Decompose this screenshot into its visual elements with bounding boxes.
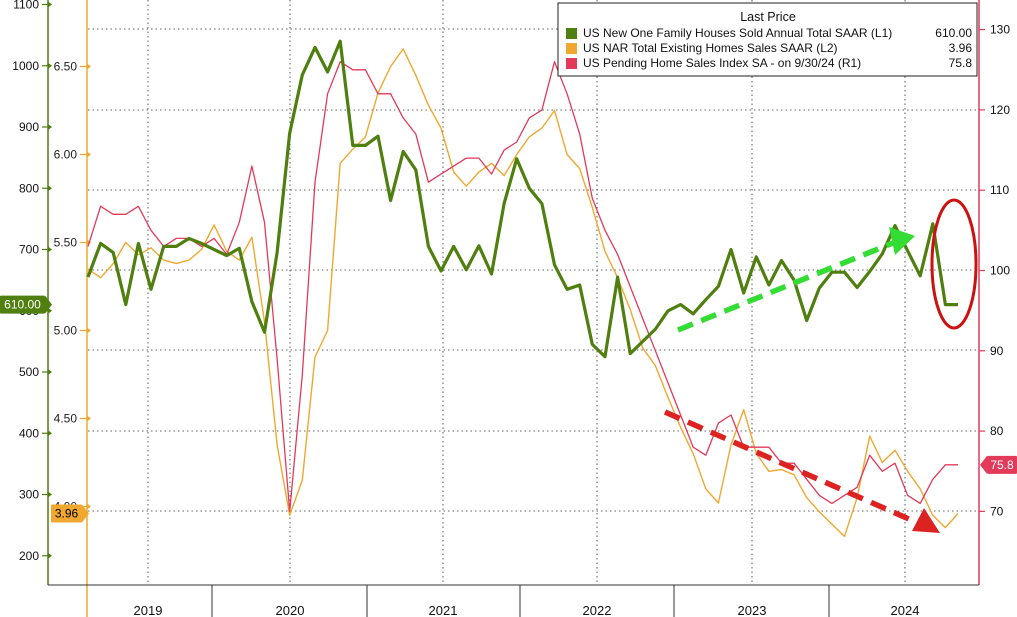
l1-tick-label: 300: [19, 488, 39, 502]
gridlines: [88, 0, 978, 585]
last-value-badges: 610.00 3.96 75.8: [0, 295, 1017, 523]
l2-tick-arrow: [87, 503, 91, 510]
year-label: 2024: [891, 603, 920, 617]
l1-tick-arrow: [48, 124, 52, 130]
r1-tick-label: 100: [990, 264, 1010, 278]
legend-last-value: 75.8: [949, 56, 973, 70]
highlight-ellipse: [930, 198, 978, 330]
l1-tick-label: 900: [19, 120, 39, 134]
badge-l2-text: 3.96: [55, 507, 79, 521]
left-axis-l2: 4.004.505.005.506.006.50: [54, 60, 91, 514]
badge-l1-bg: [0, 295, 45, 314]
r1-tick-label: 110: [990, 183, 1009, 197]
l2-tick-arrow: [87, 415, 91, 422]
year-label: 2020: [276, 603, 305, 617]
badge-l1-pointer: [45, 295, 52, 314]
red-trend-arrow: [663, 409, 920, 526]
series-lines: [86, 39, 959, 538]
badge-l1-text: 610.00: [4, 298, 41, 312]
l2-tick-label: 6.50: [54, 60, 78, 74]
l2-tick-label: 5.50: [54, 236, 78, 250]
x-axis-years: 2019 2020 2021 2022 2023 2024: [134, 603, 920, 617]
year-separators: [47, 0, 980, 617]
l2-tick-arrow: [87, 327, 91, 334]
green-trend-arrow: [676, 240, 895, 333]
badge-r1-text: 75.8: [990, 458, 1014, 472]
l2-tick-label: 5.00: [54, 324, 78, 338]
l1-tick-arrow: [48, 62, 52, 69]
legend-label: US New One Family Houses Sold Annual Tot…: [583, 26, 892, 40]
legend-title: Last Price: [740, 10, 796, 24]
r1-tick-label: 130: [990, 23, 1010, 37]
legend-swatch: [566, 58, 577, 69]
l2-tick-arrow: [87, 151, 91, 158]
green-arrowhead: [889, 227, 915, 255]
l1-tick-arrow: [48, 430, 52, 437]
legend-last-value: 3.96: [949, 41, 973, 55]
annotations: [663, 198, 978, 533]
legend-swatch: [566, 28, 577, 39]
l1-tick-arrow: [48, 369, 52, 375]
r1-tick-label: 120: [990, 103, 1010, 117]
badge-l2: 3.96: [51, 504, 89, 523]
series-line-r1: [87, 61, 958, 513]
l1-tick-arrow: [48, 491, 52, 498]
badge-l2-bg: [51, 504, 82, 523]
badge-l1: 610.00: [0, 295, 52, 314]
l2-tick-label: 6.00: [54, 148, 78, 162]
l1-tick-label: 1100: [13, 0, 39, 12]
l1-tick-label: 800: [19, 181, 39, 195]
legend-label: US NAR Total Existing Homes Sales SAAR (…: [583, 41, 838, 55]
right-axis-r1: 70 80 90 100 110 120 130: [979, 23, 1010, 518]
legend-last-value: 610.00: [935, 26, 972, 40]
badge-l2-pointer: [82, 504, 89, 523]
l2-tick-label: 4.50: [54, 412, 78, 426]
year-label: 2023: [738, 603, 767, 617]
l1-tick-arrow: [48, 185, 52, 192]
r1-tick-label: 70: [990, 504, 1004, 518]
r1-tick-label: 80: [990, 424, 1004, 438]
l1-tick-arrow: [48, 307, 52, 314]
red-arrowhead: [912, 508, 940, 533]
badge-r1-bg: [987, 455, 1017, 474]
l1-tick-label: 400: [19, 426, 39, 440]
l2-tick-arrow: [87, 63, 91, 70]
legend-label: US Pending Home Sales Index SA - on 9/30…: [583, 56, 861, 70]
l1-tick-label: 200: [19, 549, 39, 563]
badge-r1-pointer: [980, 455, 987, 474]
l1-tick-label: 500: [19, 365, 39, 379]
l1-tick-arrow: [48, 552, 52, 559]
l1-tick-label: 700: [19, 243, 39, 257]
legend-swatch: [566, 43, 577, 54]
badge-r1: 75.8: [980, 455, 1017, 474]
legend: Last Price US New One Family Houses Sold…: [557, 2, 978, 77]
series-line-l1: [86, 39, 958, 359]
year-label: 2021: [429, 603, 458, 617]
left-axis-l1: 20030040050060070080090010001100: [12, 0, 52, 563]
l1-tick-label: 1000: [12, 59, 39, 73]
series-line-l2: [87, 48, 959, 538]
l1-tick-arrow: [48, 246, 52, 253]
year-label: 2022: [583, 603, 612, 617]
r1-tick-label: 90: [990, 344, 1004, 358]
year-label: 2019: [134, 603, 163, 617]
l1-tick-arrow: [48, 1, 52, 8]
legend-box: [557, 2, 978, 77]
